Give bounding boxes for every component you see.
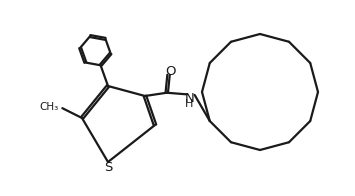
- Text: S: S: [104, 161, 112, 174]
- Text: N: N: [184, 92, 194, 105]
- Text: O: O: [165, 65, 176, 78]
- Text: H: H: [185, 99, 193, 109]
- Text: CH₃: CH₃: [39, 102, 58, 112]
